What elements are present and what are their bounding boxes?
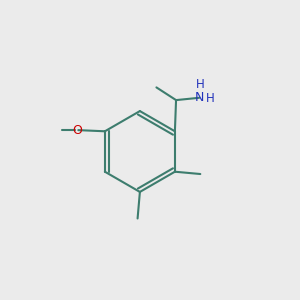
Text: H: H <box>206 92 215 105</box>
Text: H: H <box>196 78 204 91</box>
Text: N: N <box>195 91 205 104</box>
Text: O: O <box>72 124 82 136</box>
